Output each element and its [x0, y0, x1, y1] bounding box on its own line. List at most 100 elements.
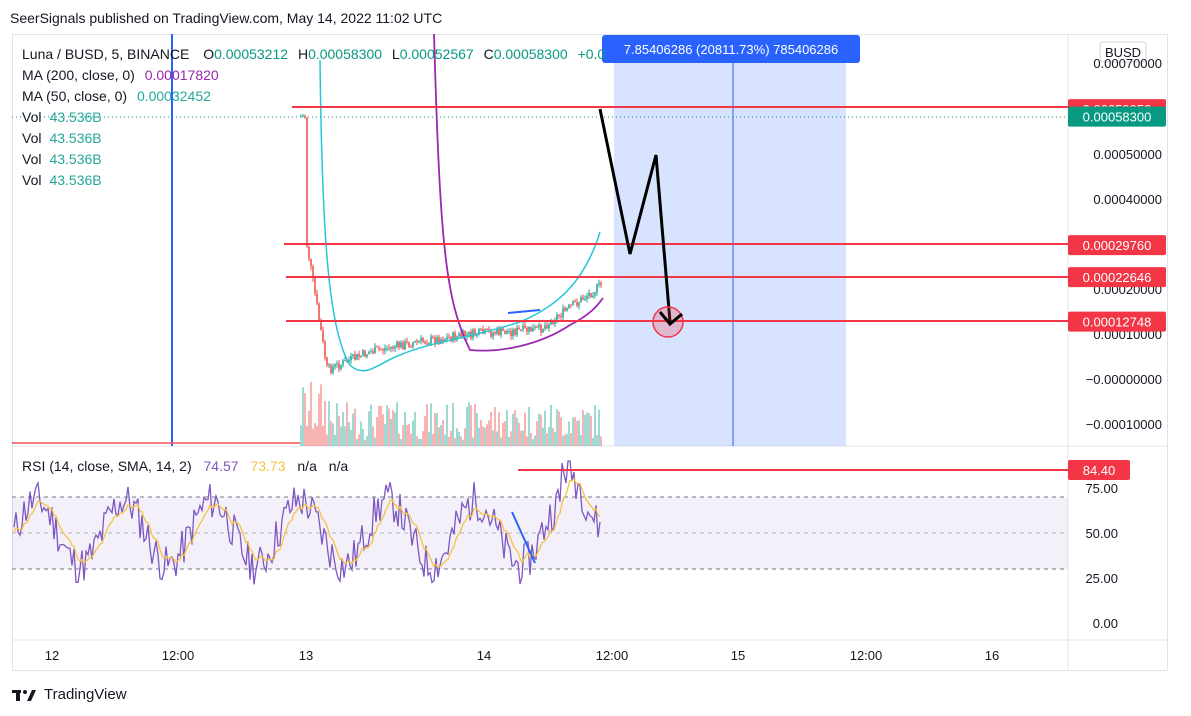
- rsi-legend: RSI (14, close, SMA, 14, 2) 74.57 73.73 …: [22, 458, 348, 474]
- candle-body: [494, 332, 496, 334]
- volume-bar: [450, 430, 452, 446]
- candle-body: [496, 328, 498, 334]
- candle-body: [384, 348, 386, 351]
- volume-bar: [580, 435, 582, 446]
- volume-bar: [458, 431, 460, 446]
- volume-bar: [468, 402, 470, 446]
- legend-vol-value: 43.536B: [49, 130, 101, 146]
- volume-bar: [322, 425, 324, 446]
- volume-bar: [306, 425, 308, 446]
- time-tick: 12: [45, 648, 59, 663]
- candle-body: [356, 354, 358, 360]
- candle-body: [524, 325, 526, 328]
- candle-body: [348, 360, 350, 363]
- candle-body: [486, 329, 488, 331]
- candle-body: [478, 328, 480, 335]
- volume-bar: [316, 426, 318, 446]
- volume-bar: [412, 420, 414, 446]
- price-tick: 0.00050000: [1093, 147, 1162, 162]
- legend-open-label: O: [203, 46, 214, 62]
- candle-body: [310, 258, 312, 267]
- rsi-sma-line: [13, 477, 601, 568]
- legend-change: +0.0: [578, 46, 606, 62]
- candle-body: [502, 328, 504, 332]
- candle-body: [592, 295, 594, 298]
- volume-bar: [452, 402, 454, 446]
- candle-body: [360, 355, 362, 357]
- volume-bar: [398, 433, 400, 446]
- legend-high: 0.00058300: [308, 46, 382, 62]
- volume-bar: [330, 421, 332, 446]
- candle-body: [460, 333, 462, 337]
- candle-body: [540, 324, 542, 333]
- candle-body: [386, 348, 388, 350]
- arrow-head: [658, 311, 683, 327]
- volume-bar: [364, 439, 366, 446]
- candle-body: [364, 350, 366, 357]
- price-badge: 0.00029760: [1083, 238, 1152, 253]
- volume-bar: [594, 405, 596, 446]
- volume-bar: [392, 410, 394, 446]
- candle-body: [518, 327, 520, 330]
- legend-high-label: H: [298, 46, 308, 62]
- candle-body: [424, 341, 426, 344]
- candle-body: [436, 337, 438, 344]
- candle-body: [312, 266, 314, 279]
- volume-bar: [596, 434, 598, 446]
- price-tick: 0.00040000: [1093, 192, 1162, 207]
- price-badge-bg: [1068, 106, 1166, 127]
- legend-vol-3: Vol 43.536B: [22, 172, 102, 188]
- trendline[interactable]: [507, 309, 541, 314]
- volume-bar: [546, 433, 548, 446]
- volume-bar: [574, 417, 576, 446]
- candle-body: [554, 321, 556, 324]
- volume-bar: [474, 403, 476, 446]
- rsi-divergence-line[interactable]: [511, 511, 536, 564]
- candle-body: [406, 341, 408, 343]
- candle-body: [506, 331, 508, 335]
- legend-close-label: C: [484, 46, 494, 62]
- candle-body: [576, 302, 578, 306]
- volume-bar: [352, 413, 354, 446]
- legend-open: 0.00053212: [214, 46, 288, 62]
- candle-body: [482, 329, 484, 334]
- candle-body: [500, 328, 502, 336]
- candle-body: [542, 328, 544, 333]
- rsi-label: RSI (14, close, SMA, 14, 2): [22, 458, 192, 474]
- volume-bar: [564, 434, 566, 446]
- volume-bar: [456, 428, 458, 446]
- price-badge: 0.00022646: [1083, 270, 1152, 285]
- volume-bar: [396, 402, 398, 446]
- volume-bar: [478, 427, 480, 446]
- volume-bar: [538, 413, 540, 446]
- candle-body: [566, 308, 568, 311]
- candle-body: [438, 337, 440, 344]
- volume-bar: [462, 439, 464, 446]
- candle-body: [578, 302, 580, 306]
- volume-bar: [376, 417, 378, 446]
- legend-ohlc: Luna / BUSD, 5, BINANCE O0.00053212 H0.0…: [22, 46, 605, 62]
- volume-bar: [534, 435, 536, 446]
- candle-body: [584, 298, 586, 300]
- legend-vol-value: 43.536B: [49, 172, 101, 188]
- candle-body: [378, 347, 380, 350]
- volume-bar: [530, 433, 532, 446]
- projection-path[interactable]: [598, 108, 672, 323]
- currency-button-label: BUSD: [1105, 45, 1141, 60]
- legend-low-label: L: [392, 46, 400, 62]
- volume-bar: [368, 411, 370, 446]
- legend-ma50: MA (50, close, 0) 0.00032452: [22, 88, 211, 104]
- candle-body: [562, 307, 564, 318]
- currency-button[interactable]: [1099, 41, 1147, 63]
- candle-body: [420, 337, 422, 342]
- candle-body: [372, 351, 374, 354]
- candle-body: [418, 341, 420, 343]
- tradingview-logo[interactable]: TradingView: [12, 686, 127, 703]
- volume-bar: [394, 412, 396, 446]
- volume-bar: [440, 425, 442, 446]
- volume-bar: [384, 424, 386, 446]
- candle-body: [454, 332, 456, 341]
- legend-low: 0.00052567: [400, 46, 474, 62]
- candle-body: [416, 340, 418, 342]
